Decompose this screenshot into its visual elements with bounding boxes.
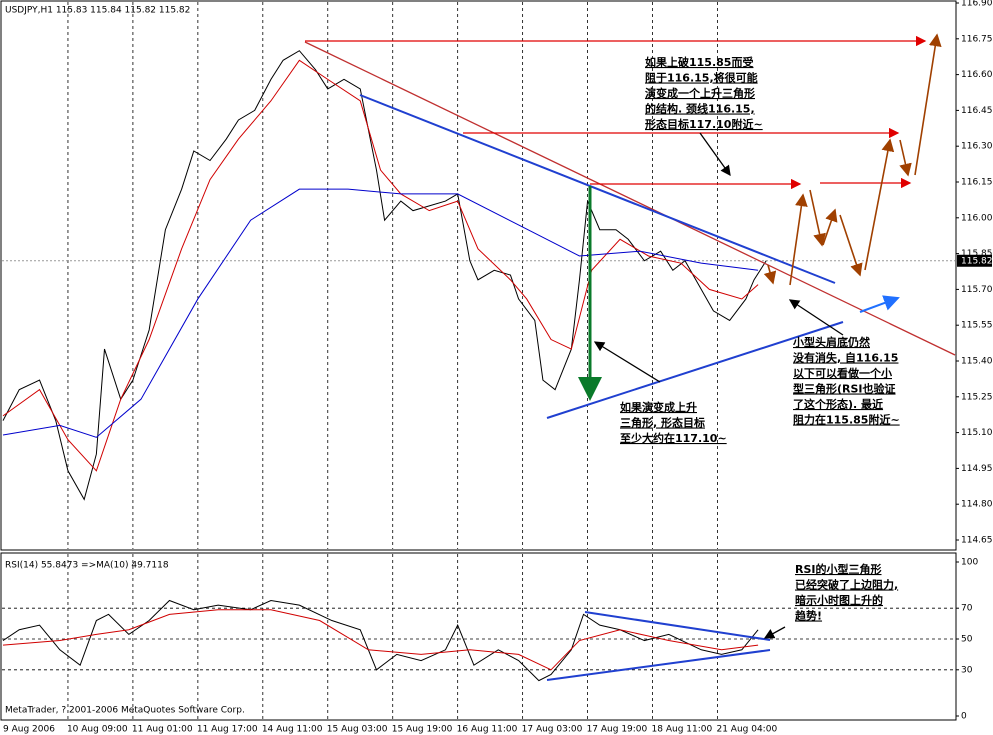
arrow xyxy=(763,264,777,285)
arrow xyxy=(763,626,786,639)
y-tick-label: 70 xyxy=(961,604,973,614)
y-tick-label: 100 xyxy=(961,558,978,568)
y-tick-label: 116.45 xyxy=(961,106,993,116)
footer: MetaTrader, ? 2001-2006 MetaQuotes Softw… xyxy=(5,706,245,716)
y-tick-label: 116.15 xyxy=(961,178,993,188)
series xyxy=(2,50,767,682)
annotation: 如果上破115.85而受 xyxy=(645,55,753,69)
x-tick-label: 14 Aug 11:00 xyxy=(262,725,323,735)
annotation: 了这个形态). 最近 xyxy=(793,397,883,411)
y-tick-label: 115.85 xyxy=(961,249,993,259)
y-tick-label: 115.40 xyxy=(961,357,993,367)
grid xyxy=(2,2,959,719)
annotation: 如果演变成上升 xyxy=(620,400,697,414)
y-tick-label: 116.00 xyxy=(961,213,993,223)
chart-title: USDJPY,H1 115.83 115.84 115.82 115.82 xyxy=(5,6,190,16)
y-tick-label: 116.60 xyxy=(961,70,993,80)
y-tick-label: 116.75 xyxy=(961,34,993,44)
annotation: 阻于116.15,将很可能 xyxy=(645,71,758,85)
arrow xyxy=(593,341,661,383)
x-tick-label: 10 Aug 09:00 xyxy=(67,725,128,735)
price-panel xyxy=(0,0,957,551)
series-line xyxy=(2,188,759,438)
arrow xyxy=(864,138,895,271)
arrow xyxy=(789,193,808,286)
y-tick-label: 115.70 xyxy=(961,285,993,295)
annotation: RSI的小型三角形 xyxy=(795,562,882,576)
arrow xyxy=(859,295,900,313)
drawings xyxy=(304,33,956,681)
annotation: 阻力在115.85附近~ xyxy=(793,413,900,427)
y-tick-label: 115.55 xyxy=(961,321,993,331)
x-tick-label: 11 Aug 01:00 xyxy=(132,725,193,735)
x-tick-label: 17 Aug 19:00 xyxy=(587,725,648,735)
x-tick-label: 17 Aug 03:00 xyxy=(522,725,583,735)
y-tick-label: 115.25 xyxy=(961,392,993,402)
arrow xyxy=(788,299,844,336)
trend-line xyxy=(359,94,836,284)
y-tick-label: 114.80 xyxy=(961,500,993,510)
x-tick-label: 15 Aug 19:00 xyxy=(392,725,453,735)
x-tick-label: 11 Aug 17:00 xyxy=(197,725,258,735)
annotation: 三角形, 形态目标 xyxy=(620,416,705,430)
trend-line xyxy=(546,321,844,419)
y-tick-label: 114.95 xyxy=(961,464,993,474)
x-tick-label: 18 Aug 11:00 xyxy=(652,725,713,735)
y-tick-label: 114.65 xyxy=(961,536,993,546)
arrow xyxy=(699,132,731,177)
indicator-title: RSI(14) 55.8473 =>MA(10) 49.7118 xyxy=(5,561,169,571)
series-line xyxy=(2,599,759,682)
x-tick-label: 16 Aug 11:00 xyxy=(457,725,518,735)
annotation: 趋势! xyxy=(795,609,822,623)
y-tick-label: 115.10 xyxy=(961,428,993,438)
y-tick-label: 116.30 xyxy=(961,142,993,152)
annotation: 演变成一个上升三角形 xyxy=(645,86,755,100)
y-tick-label: 116.90 xyxy=(961,0,993,9)
series-line xyxy=(2,609,759,671)
annotation: 小型头肩底仍然 xyxy=(792,335,870,349)
arrow xyxy=(809,189,826,247)
arrow xyxy=(914,33,942,176)
trend-line xyxy=(304,41,956,356)
arrow xyxy=(822,208,838,246)
annotation: 至少大约在117.10~ xyxy=(620,431,727,445)
y-tick-label: 30 xyxy=(961,665,973,675)
projection-arrows xyxy=(763,33,942,286)
annotation: 以下可以看做一个小 xyxy=(793,366,892,380)
annotation: 暗示小时图上升的 xyxy=(795,593,883,607)
annotation: 已经突破了上边阻力, xyxy=(795,578,898,592)
annotation: 的结构. 颈线116.15, xyxy=(645,102,755,116)
annotation: 形态目标117.10附近~ xyxy=(645,117,763,131)
x-tick-label: 9 Aug 2006 xyxy=(3,725,55,735)
current-price-label: 115.82 xyxy=(961,256,993,266)
rsi-panel xyxy=(0,552,957,721)
current-price-box xyxy=(957,254,992,267)
x-tick-label: 15 Aug 03:00 xyxy=(327,725,388,735)
arrow xyxy=(899,139,912,177)
x-tick-label: 21 Aug 04:00 xyxy=(716,725,777,735)
y-tick-label: 0 xyxy=(961,712,967,722)
arrow xyxy=(839,214,863,277)
trend-line xyxy=(584,611,771,641)
series-line xyxy=(2,50,767,501)
trend-line xyxy=(546,649,771,681)
annotation: 没有消失, 自116.15 xyxy=(793,351,898,365)
annotation: 型三角形(RSI也验证 xyxy=(793,382,896,396)
y-tick-label: 50 xyxy=(961,635,973,645)
